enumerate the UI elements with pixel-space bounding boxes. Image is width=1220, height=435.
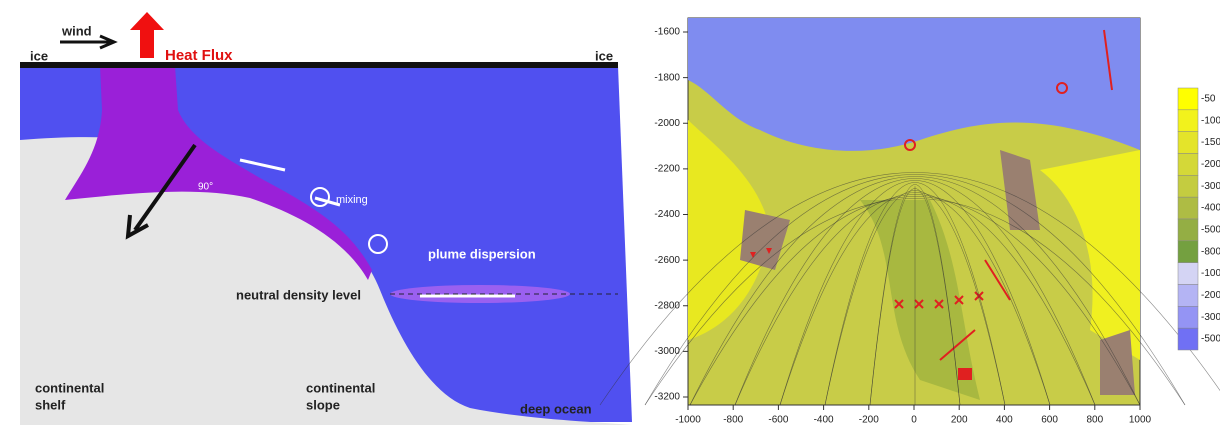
y-tick-label: -2600 <box>654 255 680 266</box>
legend-swatch <box>1178 241 1198 263</box>
legend-swatch <box>1178 154 1198 176</box>
legend-label: -150 <box>1201 137 1220 148</box>
label: ice <box>30 48 48 63</box>
legend-label: -300 <box>1201 181 1220 192</box>
y-tick-label: -3000 <box>654 346 680 357</box>
label: wind <box>61 23 92 38</box>
legend-label: -1000 <box>1201 268 1220 279</box>
legend-swatch <box>1178 132 1198 154</box>
legend-swatch <box>1178 285 1198 307</box>
label: 90° <box>198 182 213 193</box>
legend-label: -500 <box>1201 225 1220 236</box>
x-tick-label: 200 <box>951 415 968 426</box>
station <box>958 368 972 380</box>
legend-label: -800 <box>1201 246 1220 257</box>
legend-label: -3000 <box>1201 312 1220 323</box>
heat-arrow <box>130 12 164 58</box>
label: neutral density level <box>236 287 361 302</box>
legend-swatch <box>1178 197 1198 219</box>
ice-cover <box>20 62 618 68</box>
y-tick-label: -1600 <box>654 27 680 38</box>
x-tick-label: 0 <box>911 415 917 426</box>
legend-label: -5000 <box>1201 334 1220 345</box>
label: deep ocean <box>520 401 592 416</box>
label: continental <box>35 380 104 395</box>
legend-label: -50 <box>1201 94 1216 105</box>
x-tick-label: 400 <box>996 415 1013 426</box>
label: Heat Flux <box>165 47 233 64</box>
label: shelf <box>35 397 66 412</box>
diagram: wind ice Heat Flux ice 90° mixing plume … <box>20 12 632 425</box>
label: ice <box>595 48 613 63</box>
legend-label: -2000 <box>1201 290 1220 301</box>
legend-label: -100 <box>1201 115 1220 126</box>
legend-swatch <box>1178 219 1198 241</box>
y-tick-label: -1800 <box>654 72 680 83</box>
legend-swatch <box>1178 306 1198 328</box>
label: slope <box>306 397 340 412</box>
legend-swatch <box>1178 88 1198 110</box>
label: mixing <box>336 194 368 206</box>
x-tick-label: 600 <box>1041 415 1058 426</box>
y-tick-label: -2400 <box>654 209 680 220</box>
y-tick-label: -3200 <box>654 392 680 403</box>
legend-swatch <box>1178 328 1198 350</box>
x-tick-label: -600 <box>768 415 788 426</box>
legend-label: -400 <box>1201 203 1220 214</box>
legend-swatch <box>1178 175 1198 197</box>
legend-swatch <box>1178 110 1198 132</box>
legend-swatch <box>1178 263 1198 285</box>
x-tick-label: 800 <box>1086 415 1103 426</box>
x-tick-label: -800 <box>723 415 743 426</box>
label: plume dispersion <box>428 246 536 261</box>
y-tick-label: -2800 <box>654 300 680 311</box>
y-tick-label: -2200 <box>654 164 680 175</box>
label: continental <box>306 380 375 395</box>
x-tick-label: 1000 <box>1129 415 1152 426</box>
x-tick-label: -1000 <box>675 415 701 426</box>
page: wind ice Heat Flux ice 90° mixing plume … <box>0 0 1220 435</box>
x-tick-label: -200 <box>859 415 879 426</box>
y-tick-label: -2000 <box>654 118 680 129</box>
x-tick-label: -400 <box>814 415 834 426</box>
legend-label: -200 <box>1201 159 1220 170</box>
